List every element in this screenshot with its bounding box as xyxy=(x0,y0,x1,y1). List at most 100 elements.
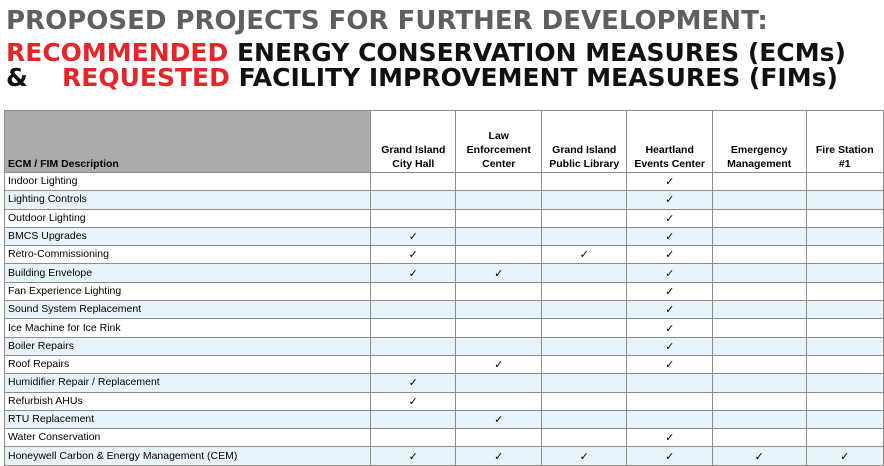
empty-cell xyxy=(711,391,807,411)
empty-cell xyxy=(805,281,884,302)
row-label: Humidifier Repair / Replacement xyxy=(3,373,372,393)
empty-cell xyxy=(541,208,628,228)
empty-cell xyxy=(805,373,884,393)
check-mark-icon: ✓ xyxy=(370,391,457,411)
row-label: Ice Machine for Ice Rink xyxy=(3,318,372,338)
check-mark-icon: ✓ xyxy=(455,409,543,430)
empty-cell xyxy=(455,300,543,320)
empty-cell xyxy=(541,391,628,411)
empty-cell xyxy=(370,336,457,356)
empty-cell xyxy=(711,300,807,320)
empty-cell xyxy=(455,245,543,265)
column-header-events-center: Heartland Events Center xyxy=(626,110,713,173)
row-label: Lighting Controls xyxy=(3,190,372,210)
empty-cell xyxy=(541,300,628,320)
empty-cell xyxy=(626,391,713,411)
table-header-row: ECM / FIM Description Grand Island City H… xyxy=(3,110,884,173)
subtitle-fim: & REQUESTED FACILITY IMPROVEMENT MEASURES… xyxy=(6,64,838,92)
empty-cell xyxy=(541,354,628,375)
ecm-label: ENERGY CONSERVATION MEASURES (ECMs) xyxy=(228,38,846,67)
check-mark-icon: ✓ xyxy=(805,446,884,466)
empty-cell xyxy=(370,281,457,302)
check-mark-icon: ✓ xyxy=(626,318,713,338)
check-mark-icon: ✓ xyxy=(455,263,543,283)
row-label: Retro-Commissioning xyxy=(3,245,372,265)
empty-cell xyxy=(370,354,457,375)
check-mark-icon: ✓ xyxy=(626,446,713,466)
empty-cell xyxy=(455,336,543,356)
check-mark-icon: ✓ xyxy=(711,446,807,466)
table-row: Boiler Repairs ✓ xyxy=(3,336,884,356)
empty-cell xyxy=(455,226,543,247)
empty-cell xyxy=(805,226,884,247)
table-row: Ice Machine for Ice Rink ✓ xyxy=(3,318,884,338)
check-mark-icon: ✓ xyxy=(626,354,713,375)
row-label: BMCS Upgrades xyxy=(3,226,372,247)
empty-cell xyxy=(805,428,884,448)
fim-label: FACILITY IMPROVEMENT MEASURES (FIMs) xyxy=(229,63,838,92)
empty-cell xyxy=(711,281,807,302)
empty-cell xyxy=(805,300,884,320)
subtitle-ecm: RECOMMENDED ENERGY CONSERVATION MEASURES… xyxy=(6,39,846,67)
row-label: Indoor Lighting xyxy=(3,171,372,192)
check-mark-icon: ✓ xyxy=(455,354,543,375)
empty-cell xyxy=(805,409,884,430)
row-label: RTU Replacement xyxy=(3,409,372,430)
empty-cell xyxy=(711,318,807,338)
empty-cell xyxy=(805,245,884,265)
empty-cell xyxy=(455,190,543,210)
empty-cell xyxy=(541,263,628,283)
table-row: Indoor Lighting ✓ xyxy=(3,171,884,192)
empty-cell xyxy=(805,263,884,283)
empty-cell xyxy=(541,428,628,448)
page-title: PROPOSED PROJECTS FOR FURTHER DEVELOPMEN… xyxy=(6,6,768,36)
column-header-emergency-management: Emergency Management xyxy=(711,110,807,173)
empty-cell xyxy=(711,226,807,247)
check-mark-icon: ✓ xyxy=(541,446,628,466)
table-row: Fan Experience Lighting ✓ xyxy=(3,281,884,302)
desc-column-header: ECM / FIM Description xyxy=(3,110,372,173)
empty-cell xyxy=(455,281,543,302)
recommended-label: RECOMMENDED xyxy=(6,38,229,67)
check-mark-icon: ✓ xyxy=(370,446,457,466)
empty-cell xyxy=(370,318,457,338)
empty-cell xyxy=(805,208,884,228)
row-label: Fan Experience Lighting xyxy=(3,281,372,302)
measures-table: ECM / FIM Description Grand Island City H… xyxy=(3,110,884,466)
empty-cell xyxy=(711,208,807,228)
empty-cell xyxy=(455,373,543,393)
check-mark-icon: ✓ xyxy=(626,428,713,448)
table-row: BMCS Upgrades ✓ ✓ xyxy=(3,226,884,247)
row-label: Outdoor Lighting xyxy=(3,208,372,228)
empty-cell xyxy=(805,336,884,356)
check-mark-icon: ✓ xyxy=(626,281,713,302)
table-row: Building Envelope ✓ ✓ ✓ xyxy=(3,263,884,283)
table-row: Outdoor Lighting ✓ xyxy=(3,208,884,228)
empty-cell xyxy=(711,263,807,283)
table-row: Roof Repairs ✓ ✓ xyxy=(3,354,884,375)
check-mark-icon: ✓ xyxy=(370,245,457,265)
table-row: Lighting Controls ✓ xyxy=(3,190,884,210)
empty-cell xyxy=(455,391,543,411)
empty-cell xyxy=(455,428,543,448)
check-mark-icon: ✓ xyxy=(455,446,543,466)
table-row: Retro-Commissioning ✓ ✓ ✓ xyxy=(3,245,884,265)
empty-cell xyxy=(541,336,628,356)
check-mark-icon: ✓ xyxy=(626,336,713,356)
row-label: Water Conservation xyxy=(3,428,372,448)
empty-cell xyxy=(455,318,543,338)
requested-label: REQUESTED xyxy=(62,63,230,92)
row-label: Boiler Repairs xyxy=(3,336,372,356)
empty-cell xyxy=(711,336,807,356)
column-header-fire-station: Fire Station #1 xyxy=(805,110,884,173)
table-row: Honeywell Carbon & Energy Management (CE… xyxy=(3,446,884,466)
empty-cell xyxy=(711,373,807,393)
empty-cell xyxy=(805,190,884,210)
table-row: Refurbish AHUs ✓ xyxy=(3,391,884,411)
empty-cell xyxy=(711,171,807,192)
table-row: Sound System Replacement ✓ xyxy=(3,300,884,320)
empty-cell xyxy=(805,171,884,192)
empty-cell xyxy=(541,190,628,210)
empty-cell xyxy=(805,391,884,411)
check-mark-icon: ✓ xyxy=(626,300,713,320)
